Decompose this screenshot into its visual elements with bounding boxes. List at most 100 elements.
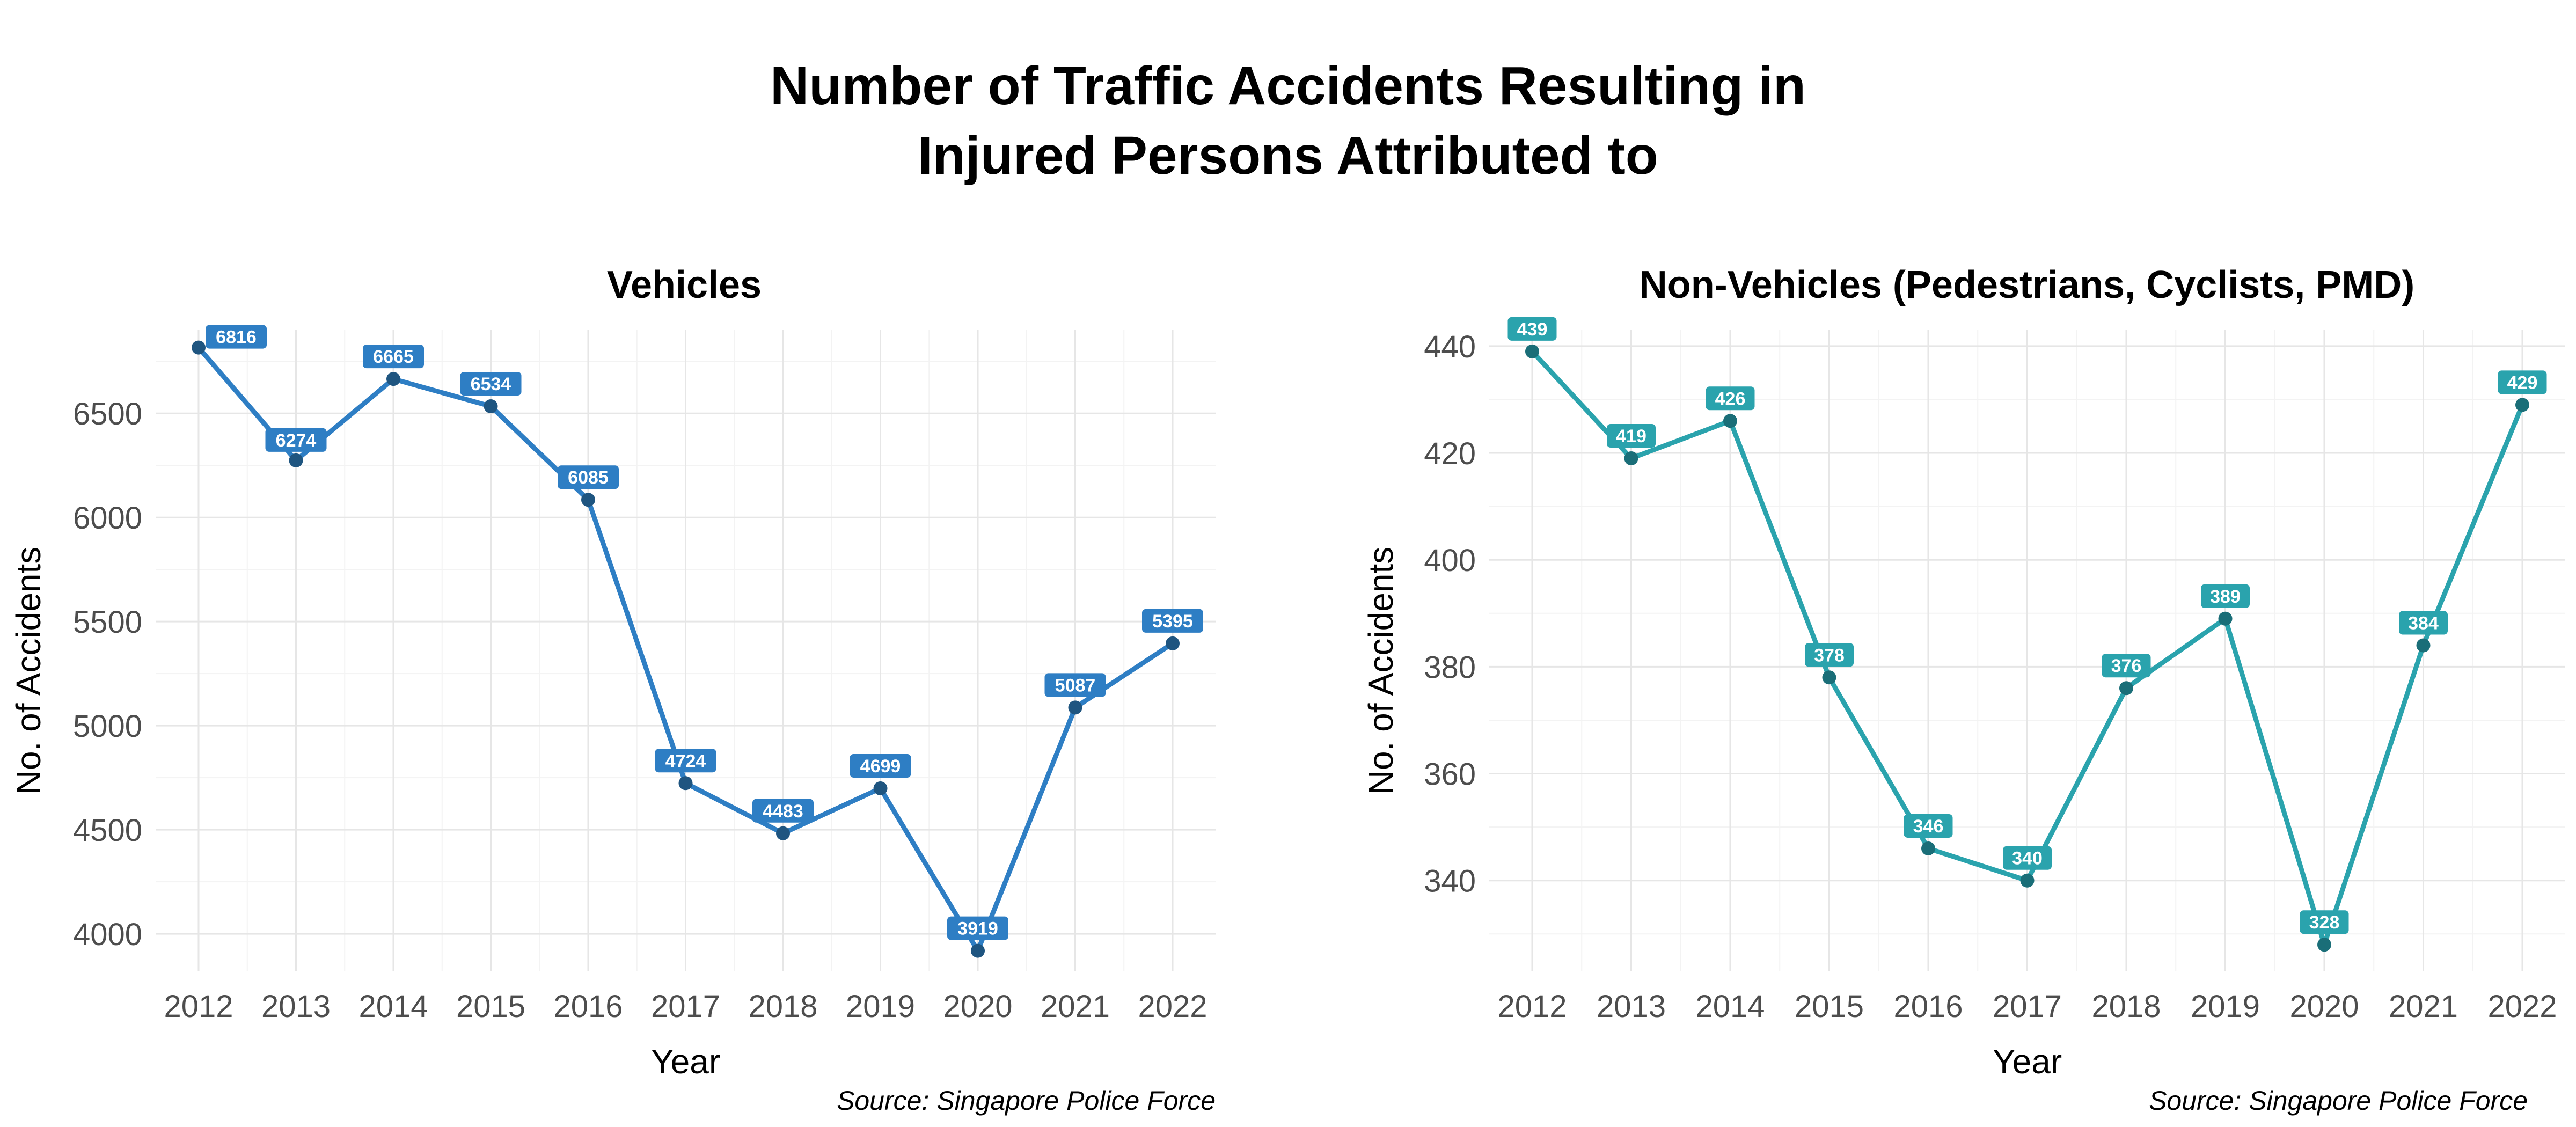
data-point (1822, 670, 1836, 685)
data-label-text: 376 (2111, 656, 2142, 676)
data-label-background (558, 465, 619, 489)
x-tick-label: 2021 (1041, 989, 1110, 1024)
data-label-background (947, 916, 1008, 940)
data-label-background (1805, 643, 1854, 667)
x-tick-label: 2017 (1993, 989, 2062, 1024)
data-label-text: 5395 (1152, 611, 1193, 632)
x-tick-label: 2012 (1497, 989, 1567, 1024)
x-axis-title: Year (1993, 1042, 2062, 1081)
data-label: 4483 (752, 799, 814, 823)
data-point (971, 943, 985, 958)
data-label-background (1507, 317, 1557, 341)
data-point (2515, 398, 2529, 412)
data-label: 389 (2201, 584, 2250, 608)
data-point (1166, 636, 1180, 650)
y-tick-label: 360 (1424, 757, 1476, 792)
y-tick-label: 380 (1424, 650, 1476, 685)
data-label: 346 (1904, 814, 1953, 838)
y-tick-label: 400 (1424, 543, 1476, 578)
data-point (289, 453, 303, 467)
data-label: 6816 (206, 325, 267, 349)
data-point (2317, 938, 2331, 952)
data-point (484, 399, 498, 414)
data-label-text: 439 (1517, 319, 1548, 340)
data-label: 328 (2300, 910, 2349, 934)
main-title-line-1: Number of Traffic Accidents Resulting in (770, 56, 1806, 116)
source-caption: Source: Singapore Police Force (837, 1086, 1216, 1116)
data-label-background (460, 372, 522, 396)
data-label-text: 4724 (665, 751, 706, 771)
data-label-background (1904, 814, 1953, 838)
data-label-background (2498, 370, 2547, 394)
data-label: 5087 (1044, 673, 1106, 697)
data-label-background (2201, 584, 2250, 608)
data-label-text: 328 (2309, 912, 2340, 933)
data-label-background (1142, 609, 1203, 633)
data-label-background (1607, 424, 1656, 448)
x-tick-label: 2014 (1695, 989, 1765, 1024)
data-label-background (655, 749, 716, 773)
data-label: 6274 (265, 428, 327, 452)
data-label-text: 378 (1814, 645, 1845, 665)
data-point (1921, 841, 1935, 855)
y-tick-label: 6500 (73, 397, 142, 431)
data-label: 3919 (947, 916, 1008, 940)
data-label-text: 6085 (568, 467, 609, 488)
data-label: 6534 (460, 372, 522, 396)
data-label-background (2003, 846, 2052, 870)
data-label: 6665 (363, 345, 424, 369)
data-point (1068, 700, 1082, 715)
x-tick-label: 2021 (2389, 989, 2458, 1024)
x-tick-label: 2016 (1893, 989, 1963, 1024)
data-label-background (1044, 673, 1106, 697)
data-label-background (265, 428, 327, 452)
x-tick-label: 2015 (1795, 989, 1864, 1024)
x-tick-label: 2012 (164, 989, 233, 1024)
data-label-background (752, 799, 814, 823)
x-tick-label: 2013 (261, 989, 331, 1024)
data-label-background (2102, 654, 2151, 678)
data-label-background (206, 325, 267, 349)
y-tick-label: 440 (1424, 330, 1476, 364)
data-label-text: 4483 (763, 801, 803, 822)
y-tick-label: 340 (1424, 864, 1476, 899)
data-label: 378 (1805, 643, 1854, 667)
data-point (1624, 451, 1638, 465)
data-point (2119, 681, 2133, 696)
data-point (873, 781, 888, 795)
data-label-text: 3919 (957, 919, 998, 939)
data-label-text: 426 (1715, 389, 1746, 409)
data-label: 426 (1706, 386, 1755, 411)
data-label: 340 (2003, 846, 2052, 870)
data-label-background (2399, 611, 2448, 635)
data-label-text: 389 (2210, 587, 2241, 607)
x-tick-label: 2020 (943, 989, 1012, 1024)
x-tick-label: 2014 (358, 989, 428, 1024)
gridlines (1489, 330, 2565, 971)
x-tick-label: 2018 (748, 989, 817, 1024)
data-point (581, 493, 595, 507)
data-label: 429 (2498, 370, 2547, 394)
data-label-text: 4699 (860, 756, 901, 777)
panel-title: Non-Vehicles (Pedestrians, Cyclists, PMD… (1640, 264, 2414, 306)
data-point (776, 826, 790, 840)
data-label-text: 429 (2507, 372, 2538, 393)
data-label-background (1706, 386, 1755, 411)
main-title: Number of Traffic Accidents Resulting in… (0, 51, 2576, 191)
data-label-text: 6534 (471, 374, 511, 394)
y-axis-title: No. of Accidents (1362, 547, 1400, 795)
x-tick-label: 2022 (1138, 989, 1207, 1024)
data-label-text: 419 (1616, 426, 1646, 447)
data-point (1525, 344, 1539, 358)
x-tick-label: 2015 (456, 989, 525, 1024)
data-label-background (2300, 910, 2349, 934)
data-label: 4699 (850, 753, 911, 778)
data-label: 419 (1607, 424, 1656, 448)
x-tick-label: 2016 (553, 989, 623, 1024)
data-point (2020, 873, 2035, 888)
data-point (678, 776, 693, 791)
x-tick-label: 2018 (2091, 989, 2161, 1024)
data-label: 384 (2399, 611, 2448, 635)
x-tick-label: 2019 (2191, 989, 2260, 1024)
